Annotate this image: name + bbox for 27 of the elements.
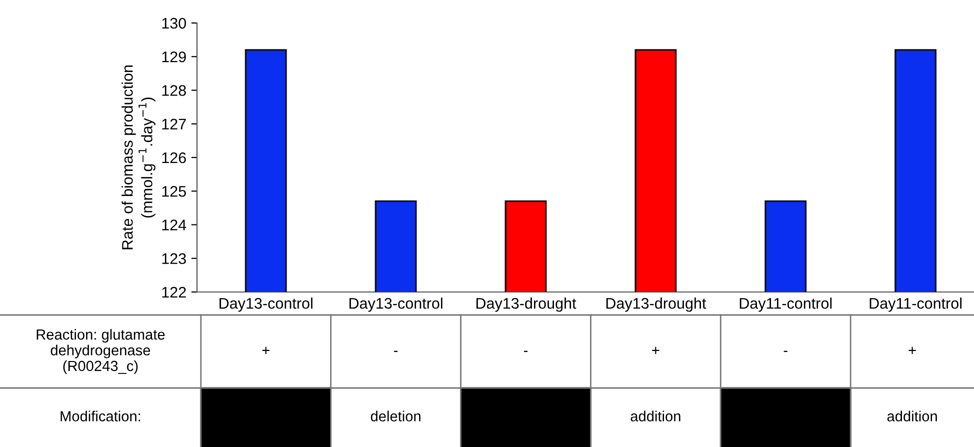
text: -: [524, 350, 528, 352]
x-tick-label: Day13-drought: [476, 298, 576, 312]
text: addition: [630, 410, 680, 422]
y-axis-title: Rate of biomass production (mmol.g$^{−1}$.day$^{−1}$): [122, 65, 156, 250]
x-tick-label: Day13-control: [350, 298, 442, 312]
y-tick-label: 130: [162, 18, 186, 29]
text: deletion: [370, 410, 420, 422]
y-tick-label: 128: [162, 85, 186, 96]
y-tick-label: 125: [162, 186, 186, 197]
text: Modification:: [60, 410, 140, 422]
x-tick-label: Day13-control: [220, 298, 312, 312]
text: Reaction: glutamate dehydrogenase (R00243_c): [36, 328, 165, 374]
text: +: [262, 346, 270, 354]
y-tick-label: 122: [162, 286, 186, 298]
x-tick-label: Day13-drought: [606, 298, 706, 312]
text: -: [394, 350, 398, 352]
x-tick-label: Day11-control: [870, 298, 962, 312]
y-tick-label: 126: [162, 152, 186, 164]
y-tick-label: 127: [162, 118, 186, 130]
text: +: [908, 346, 916, 354]
y-tick-label: 129: [162, 51, 186, 62]
text: +: [652, 346, 660, 354]
x-tick-label: Day11-control: [740, 298, 832, 312]
text: addition: [887, 410, 937, 422]
y-tick-label: 123: [162, 253, 186, 264]
text: -: [784, 350, 788, 352]
y-tick-label: 124: [162, 220, 186, 230]
